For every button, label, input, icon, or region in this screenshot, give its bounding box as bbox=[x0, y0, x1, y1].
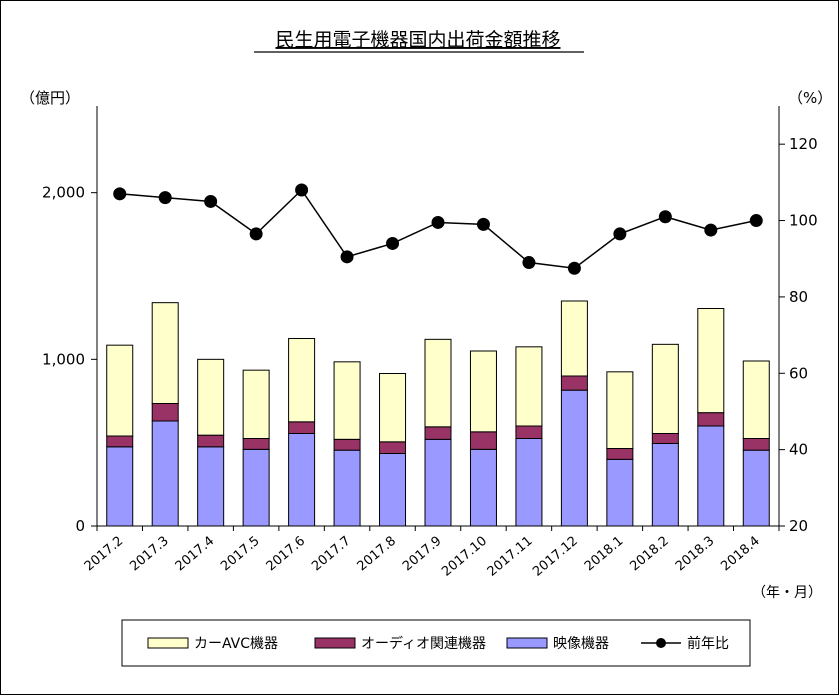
x-tick-label: 2017.12 bbox=[530, 534, 581, 580]
bar-segment bbox=[697, 425, 725, 527]
legend-marker bbox=[656, 638, 666, 648]
bar-segment bbox=[288, 338, 316, 423]
yoy-point bbox=[340, 250, 354, 264]
yoy-point bbox=[431, 215, 445, 229]
chart-title: 民生用電子機器国内出荷金額推移 bbox=[275, 29, 560, 51]
bar-segment bbox=[515, 425, 543, 439]
left-axis-unit: （億円） bbox=[20, 89, 80, 107]
bar-segment bbox=[651, 433, 679, 444]
bar-segment bbox=[424, 426, 452, 440]
bar-segment bbox=[697, 412, 725, 427]
bar-segment bbox=[469, 350, 497, 433]
legend-swatch bbox=[314, 637, 356, 649]
bar-segment bbox=[560, 300, 588, 377]
right-tick-label: 100 bbox=[789, 212, 818, 230]
bar-segment bbox=[379, 453, 407, 527]
bar-segment bbox=[560, 389, 588, 527]
x-tick-label: 2017.3 bbox=[127, 534, 171, 575]
bar-segment bbox=[606, 371, 634, 450]
right-axis-unit: （%） bbox=[788, 89, 832, 107]
x-tick-label: 2018.1 bbox=[582, 534, 626, 575]
bar-segment bbox=[424, 438, 452, 527]
x-tick-label: 2017.10 bbox=[439, 534, 490, 580]
x-tick-label: 2017.2 bbox=[82, 534, 126, 575]
x-axis-unit: （年・月） bbox=[752, 585, 822, 601]
yoy-point bbox=[295, 183, 309, 197]
right-tick-label: 60 bbox=[789, 364, 808, 382]
yoy-point bbox=[158, 191, 172, 205]
x-tick-label: 2017.4 bbox=[173, 534, 217, 575]
yoy-point bbox=[249, 227, 263, 241]
yoy-point bbox=[704, 223, 718, 237]
bar-segment bbox=[242, 369, 270, 439]
yoy-point bbox=[567, 261, 581, 275]
legend: カーAVC機器 オーディオ関連機器 映像機器 前年比 bbox=[121, 619, 751, 667]
legend-label: 映像機器 bbox=[553, 636, 609, 652]
yoy-point bbox=[476, 217, 490, 231]
bar-segment bbox=[242, 448, 270, 527]
bar-segment bbox=[242, 438, 270, 450]
x-tick-label: 2017.5 bbox=[218, 534, 262, 575]
bar-segment bbox=[469, 431, 497, 450]
yoy-point bbox=[749, 214, 763, 228]
x-tick-label: 2017.7 bbox=[309, 534, 353, 575]
bar-segment bbox=[515, 438, 543, 527]
bar-segment bbox=[106, 344, 134, 437]
x-tick-label: 2017.11 bbox=[485, 534, 536, 580]
x-tick-label: 2017.6 bbox=[264, 534, 308, 575]
bar-segment bbox=[606, 458, 634, 527]
x-tick-label: 2017.9 bbox=[400, 534, 444, 575]
yoy-point bbox=[522, 256, 536, 270]
bar-segment bbox=[742, 449, 770, 527]
yoy-point bbox=[113, 187, 127, 201]
bar-segment bbox=[515, 346, 543, 427]
bar-segment bbox=[560, 375, 588, 391]
x-tick-label: 2018.4 bbox=[718, 534, 762, 575]
right-tick-label: 20 bbox=[789, 517, 808, 535]
legend-label: オーディオ関連機器 bbox=[361, 635, 486, 652]
left-tick-label: 0 bbox=[75, 517, 85, 535]
legend-swatch bbox=[506, 637, 548, 649]
yoy-point bbox=[658, 210, 672, 224]
legend-label: カーAVC機器 bbox=[194, 636, 278, 652]
right-tick-label: 40 bbox=[789, 441, 808, 459]
bar-segment bbox=[151, 302, 179, 404]
bar-segment bbox=[697, 308, 725, 414]
left-tick-label: 1,000 bbox=[42, 350, 85, 368]
yoy-point bbox=[613, 227, 627, 241]
bar-segment bbox=[333, 438, 361, 451]
bar-segment bbox=[424, 338, 452, 428]
bar-segment bbox=[197, 434, 225, 448]
x-tick-label: 2018.2 bbox=[627, 534, 671, 575]
right-tick-label: 120 bbox=[789, 135, 818, 153]
yoy-point bbox=[204, 194, 218, 208]
bar-segment bbox=[606, 448, 634, 460]
x-tick-label: 2017.8 bbox=[355, 534, 399, 575]
bar-segment bbox=[333, 449, 361, 527]
bar-segment bbox=[469, 448, 497, 527]
bar-segment bbox=[151, 420, 179, 527]
right-tick-label: 80 bbox=[789, 288, 808, 306]
legend-label: 前年比 bbox=[687, 635, 729, 652]
bar-segment bbox=[106, 435, 134, 448]
bar-segment bbox=[197, 358, 225, 436]
yoy-point bbox=[386, 236, 400, 250]
legend-swatch bbox=[147, 637, 189, 649]
bar-segment bbox=[379, 441, 407, 455]
bar-segment bbox=[151, 403, 179, 422]
bar-segment bbox=[379, 373, 407, 443]
bar-segment bbox=[742, 360, 770, 439]
bar-segment bbox=[106, 446, 134, 527]
x-tick-label: 2018.3 bbox=[673, 534, 717, 575]
bar-segment bbox=[288, 421, 316, 435]
bar-segment bbox=[742, 438, 770, 451]
bar-segment bbox=[197, 446, 225, 527]
left-tick-label: 2,000 bbox=[42, 184, 85, 202]
bar-segment bbox=[288, 433, 316, 527]
bar-segment bbox=[651, 343, 679, 435]
bar-segment bbox=[651, 443, 679, 527]
bar-segment bbox=[333, 361, 361, 440]
